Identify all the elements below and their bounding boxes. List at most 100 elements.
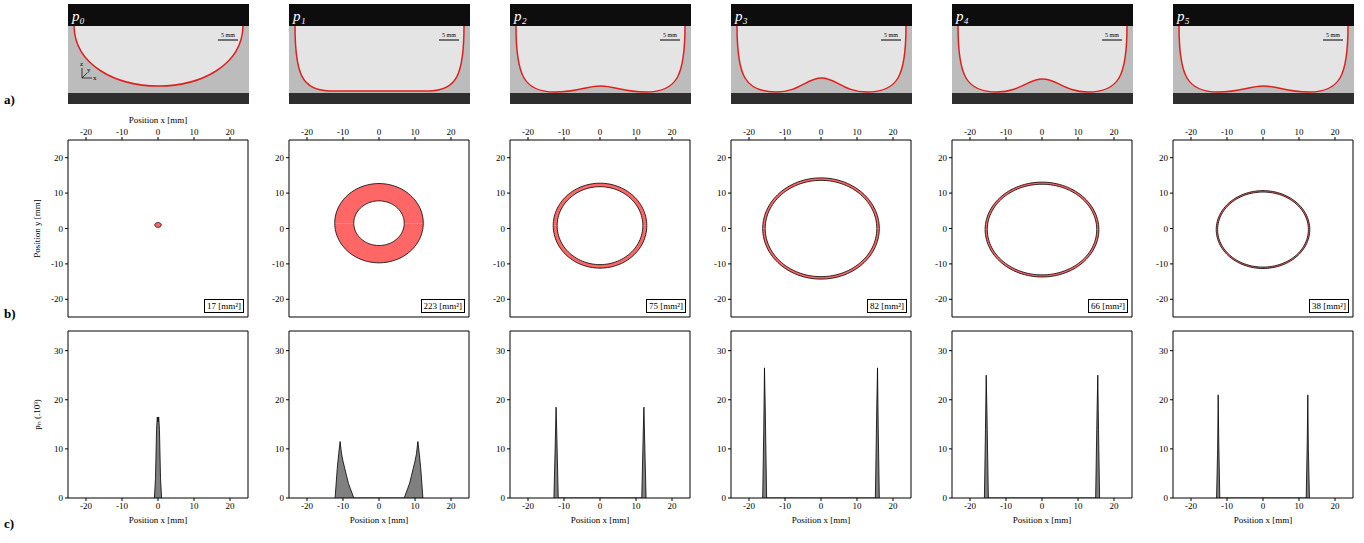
svg-text:-20: -20 xyxy=(964,501,976,511)
svg-text:20: 20 xyxy=(1159,153,1169,163)
svg-text:30: 30 xyxy=(1159,346,1169,356)
svg-text:-10: -10 xyxy=(779,501,791,511)
svg-text:20: 20 xyxy=(54,153,64,163)
svg-text:10: 10 xyxy=(54,444,64,454)
svg-text:10: 10 xyxy=(853,127,863,137)
svg-text:20: 20 xyxy=(496,153,506,163)
svg-text:10: 10 xyxy=(496,444,506,454)
svg-text:10: 10 xyxy=(938,188,948,198)
svg-text:0: 0 xyxy=(377,127,382,137)
svg-text:-10: -10 xyxy=(1000,127,1012,137)
svg-text:20: 20 xyxy=(1110,127,1120,137)
svg-text:Position x [mm]: Position x [mm] xyxy=(1013,515,1072,525)
svg-text:-20: -20 xyxy=(80,501,92,511)
svg-text:20: 20 xyxy=(447,501,457,511)
svg-text:x: x xyxy=(93,74,97,82)
svg-text:30: 30 xyxy=(275,346,285,356)
svg-text:-10: -10 xyxy=(1221,127,1233,137)
svg-text:0: 0 xyxy=(1040,501,1045,511)
svg-text:0: 0 xyxy=(280,224,285,234)
svg-text:20: 20 xyxy=(938,153,948,163)
svg-text:10: 10 xyxy=(411,127,421,137)
svg-text:10: 10 xyxy=(717,188,727,198)
svg-text:10: 10 xyxy=(275,188,285,198)
svg-text:20: 20 xyxy=(717,395,727,405)
svg-text:10: 10 xyxy=(190,127,200,137)
svg-text:20: 20 xyxy=(668,501,678,511)
svg-text:30: 30 xyxy=(54,346,64,356)
svg-text:-10: -10 xyxy=(116,501,128,511)
svg-text:-20: -20 xyxy=(272,294,284,304)
svg-text:30: 30 xyxy=(938,346,948,356)
svg-text:p₀: p₀ xyxy=(71,8,85,24)
svg-text:Position x [mm]: Position x [mm] xyxy=(792,515,851,525)
svg-text:0: 0 xyxy=(1040,127,1045,137)
svg-text:0: 0 xyxy=(598,501,603,511)
svg-text:-20: -20 xyxy=(80,127,92,137)
svg-text:0: 0 xyxy=(722,224,727,234)
svg-text:-10: -10 xyxy=(1000,501,1012,511)
svg-text:0: 0 xyxy=(377,501,382,511)
svg-text:p₄: p₄ xyxy=(955,8,969,24)
svg-text:0: 0 xyxy=(819,127,824,137)
svg-text:20: 20 xyxy=(717,153,727,163)
svg-text:-20: -20 xyxy=(935,294,947,304)
svg-text:Position x [mm]: Position x [mm] xyxy=(571,515,630,525)
svg-text:-20: -20 xyxy=(964,127,976,137)
svg-text:Position x [mm]: Position x [mm] xyxy=(350,515,409,525)
svg-text:Position y [mm]: Position y [mm] xyxy=(32,199,42,258)
svg-text:5 mm: 5 mm xyxy=(1105,32,1119,38)
svg-text:0: 0 xyxy=(943,493,948,503)
svg-text:20: 20 xyxy=(226,501,236,511)
svg-text:-20: -20 xyxy=(301,127,313,137)
svg-text:10: 10 xyxy=(190,501,200,511)
svg-text:p₂: p₂ xyxy=(513,8,527,24)
svg-text:20: 20 xyxy=(226,127,236,137)
svg-text:-10: -10 xyxy=(116,127,128,137)
svg-text:10: 10 xyxy=(275,444,285,454)
svg-text:0: 0 xyxy=(59,224,64,234)
svg-text:20: 20 xyxy=(938,395,948,405)
svg-text:Position x [mm]: Position x [mm] xyxy=(129,515,188,525)
svg-text:-20: -20 xyxy=(1156,294,1168,304)
svg-text:30: 30 xyxy=(496,346,506,356)
svg-text:-10: -10 xyxy=(493,259,505,269)
svg-text:20: 20 xyxy=(889,127,899,137)
svg-text:0: 0 xyxy=(59,493,64,503)
svg-text:0: 0 xyxy=(501,224,506,234)
svg-text:0: 0 xyxy=(1261,127,1266,137)
svg-text:20: 20 xyxy=(668,127,678,137)
svg-text:0: 0 xyxy=(156,501,161,511)
svg-text:10: 10 xyxy=(717,444,727,454)
svg-text:0: 0 xyxy=(1261,501,1266,511)
svg-text:z: z xyxy=(80,60,83,68)
svg-text:p₅: p₅ xyxy=(1176,8,1190,24)
svg-text:0: 0 xyxy=(280,493,285,503)
svg-text:5 mm: 5 mm xyxy=(663,32,677,38)
svg-text:20: 20 xyxy=(54,395,64,405)
svg-text:-20: -20 xyxy=(1185,127,1197,137)
svg-text:10: 10 xyxy=(632,501,642,511)
svg-text:10: 10 xyxy=(1159,444,1169,454)
svg-text:-10: -10 xyxy=(337,127,349,137)
svg-text:10: 10 xyxy=(1295,127,1305,137)
svg-text:0: 0 xyxy=(943,224,948,234)
svg-text:20: 20 xyxy=(1159,395,1169,405)
svg-text:-20: -20 xyxy=(1185,501,1197,511)
svg-text:10: 10 xyxy=(411,501,421,511)
svg-text:0: 0 xyxy=(598,127,603,137)
svg-text:-10: -10 xyxy=(779,127,791,137)
svg-text:-20: -20 xyxy=(493,294,505,304)
svg-text:20: 20 xyxy=(1331,501,1341,511)
svg-text:0: 0 xyxy=(156,127,161,137)
svg-text:10: 10 xyxy=(1074,127,1084,137)
svg-text:-10: -10 xyxy=(1221,501,1233,511)
svg-text:-10: -10 xyxy=(558,501,570,511)
svg-text:10: 10 xyxy=(54,188,64,198)
svg-text:-10: -10 xyxy=(558,127,570,137)
svg-text:0: 0 xyxy=(1164,493,1169,503)
svg-text:10: 10 xyxy=(1295,501,1305,511)
svg-text:p₁: p₁ xyxy=(292,8,306,24)
svg-text:30: 30 xyxy=(717,346,727,356)
svg-text:20: 20 xyxy=(275,153,285,163)
